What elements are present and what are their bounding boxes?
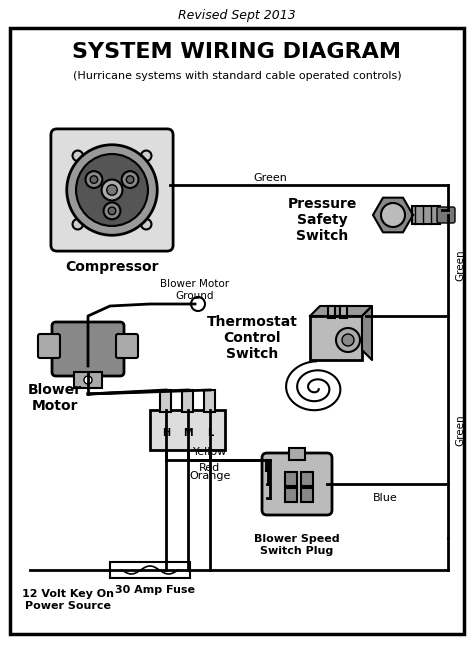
Text: M: M [183, 428, 193, 438]
Text: (Hurricane systems with standard cable operated controls): (Hurricane systems with standard cable o… [73, 71, 401, 81]
Text: Green: Green [253, 173, 287, 183]
Circle shape [73, 150, 83, 161]
Circle shape [342, 334, 354, 346]
Text: 30 Amp Fuse: 30 Amp Fuse [115, 585, 195, 595]
Text: Pressure
Safety
Switch: Pressure Safety Switch [287, 197, 357, 243]
Bar [110, 562, 190, 578]
Bar [204, 390, 215, 412]
Circle shape [101, 179, 122, 200]
Text: SYSTEM WIRING DIAGRAM: SYSTEM WIRING DIAGRAM [73, 42, 401, 62]
Circle shape [107, 185, 117, 195]
Bar [328, 306, 335, 318]
Text: Blue: Blue [373, 493, 397, 503]
Bar [301, 488, 313, 502]
Text: Blower
Motor: Blower Motor [28, 383, 82, 413]
Circle shape [141, 219, 152, 229]
FancyBboxPatch shape [51, 129, 173, 251]
Text: L: L [207, 428, 213, 438]
Circle shape [126, 176, 134, 183]
Circle shape [104, 202, 120, 219]
FancyBboxPatch shape [262, 453, 332, 515]
FancyBboxPatch shape [116, 334, 138, 358]
Text: Green: Green [455, 414, 465, 446]
FancyBboxPatch shape [52, 322, 124, 376]
Text: Red: Red [200, 463, 220, 473]
Bar [285, 472, 297, 486]
Circle shape [122, 171, 138, 188]
Text: Compressor: Compressor [65, 260, 159, 274]
Bar [285, 488, 297, 502]
Circle shape [76, 154, 148, 226]
Circle shape [90, 176, 98, 183]
Bar [412, 206, 440, 224]
Polygon shape [310, 306, 372, 316]
Text: Blower Motor
Ground: Blower Motor Ground [160, 279, 229, 301]
Bar [182, 390, 193, 412]
Circle shape [73, 219, 83, 229]
Bar [150, 410, 225, 450]
Text: Revised Sept 2013: Revised Sept 2013 [178, 10, 296, 23]
Polygon shape [373, 198, 413, 233]
Text: Orange: Orange [189, 471, 231, 481]
Text: Green: Green [455, 249, 465, 281]
Circle shape [141, 150, 152, 161]
Text: Yellow: Yellow [193, 447, 227, 457]
Bar [340, 306, 347, 318]
Circle shape [381, 203, 405, 227]
Circle shape [336, 328, 360, 352]
FancyBboxPatch shape [437, 207, 455, 223]
Circle shape [67, 145, 157, 235]
FancyBboxPatch shape [38, 334, 60, 358]
Text: Blower Speed
Switch Plug: Blower Speed Switch Plug [254, 534, 340, 556]
Bar [74, 372, 102, 388]
Circle shape [108, 207, 116, 214]
Bar [160, 390, 171, 412]
Bar [301, 472, 313, 486]
Text: H: H [162, 428, 170, 438]
Polygon shape [362, 306, 372, 360]
Circle shape [84, 376, 92, 384]
Text: Thermostat
Control
Switch: Thermostat Control Switch [207, 315, 298, 361]
Bar [310, 316, 362, 360]
Text: 12 Volt Key On
Power Source: 12 Volt Key On Power Source [22, 589, 114, 611]
Bar [289, 448, 305, 460]
Circle shape [85, 171, 102, 188]
